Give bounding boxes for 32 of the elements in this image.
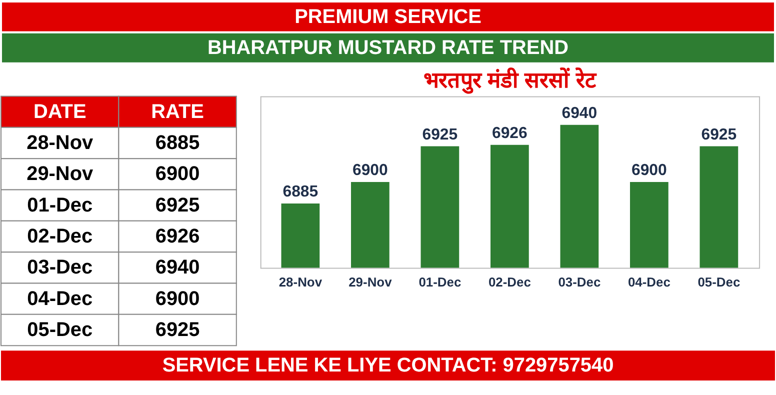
data-label: 6900 (155, 288, 200, 310)
chart-subtitle: BHARATPUR MUSTARD RATE TREND (207, 36, 569, 59)
x-tick-label: 04-Dec (628, 274, 670, 290)
data-label: 6925 (701, 126, 737, 144)
x-tick-label: 05-Dec (698, 274, 740, 290)
x-tick-label: 28-Nov (278, 274, 323, 290)
text: DATE (33, 100, 86, 123)
data-label: 6925 (422, 126, 458, 144)
x-tick-label: 02-Dec (488, 274, 531, 290)
text: RATE (151, 100, 204, 123)
category-label: 29-Nov (26, 163, 94, 186)
data-label: 6900 (352, 162, 388, 180)
data-label: 6900 (631, 162, 668, 180)
text: SERVICE LENE KE LIYE CONTACT: 9729757540 (162, 354, 614, 377)
category-label: 28-Nov (26, 132, 94, 154)
x-tick-label: 03-Dec (558, 274, 601, 290)
data-label: 6940 (562, 104, 598, 122)
category-label: 05-Dec (27, 319, 93, 341)
data-label: 6925 (155, 319, 200, 341)
data-label: 6925 (155, 194, 200, 216)
chart-title: PREMIUM SERVICE (294, 6, 482, 28)
x-tick-label: 01-Dec (418, 274, 462, 290)
data-label: 6926 (492, 124, 528, 142)
category-label: 02-Dec (27, 225, 93, 248)
data-label: 6885 (155, 132, 200, 154)
data-label: 6885 (282, 183, 318, 200)
x-tick-label: 29-Nov (348, 274, 393, 290)
category-label: 01-Dec (27, 194, 93, 216)
data-label: 6926 (155, 225, 200, 248)
data-label: 6940 (155, 256, 200, 279)
data-label: 6900 (155, 163, 200, 186)
series-label: भरतपुर मंडी सरसों रेट (424, 66, 597, 94)
